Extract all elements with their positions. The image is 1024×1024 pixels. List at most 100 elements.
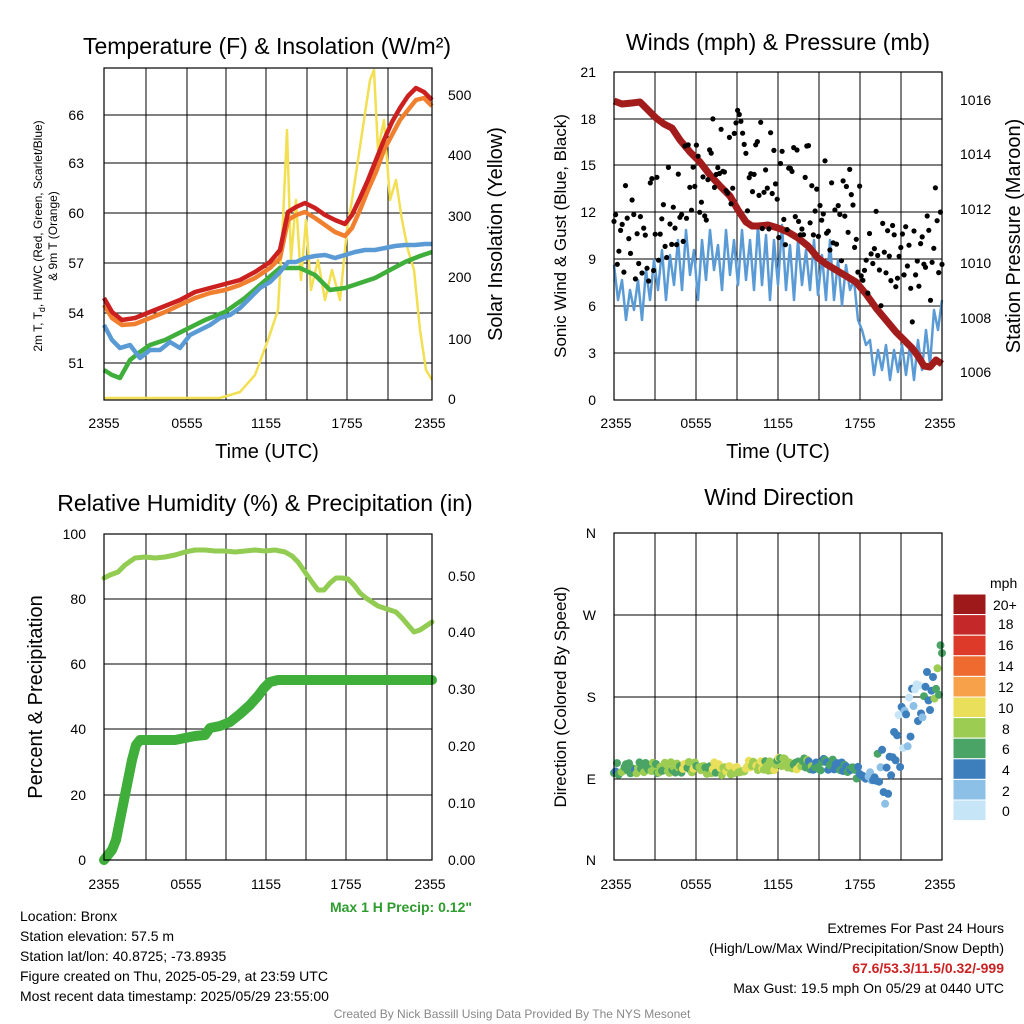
direction-point bbox=[924, 696, 933, 705]
gust-point bbox=[852, 244, 858, 250]
direction-point bbox=[923, 668, 931, 676]
direction-point bbox=[854, 762, 863, 771]
legend-swatch bbox=[952, 655, 987, 677]
humidity-yticks-right: 0.00 0.10 0.20 0.30 0.40 0.50 bbox=[448, 568, 475, 868]
tick-label: 60 bbox=[70, 656, 86, 672]
gust-point bbox=[781, 216, 787, 222]
gust-point bbox=[835, 203, 841, 209]
gust-point bbox=[886, 253, 892, 259]
direction-point bbox=[909, 702, 918, 710]
gust-point bbox=[840, 178, 846, 184]
gust-point bbox=[710, 116, 716, 122]
tick-label: 500 bbox=[448, 87, 472, 103]
tick-label: 1755 bbox=[844, 876, 875, 892]
solar-insolation-line bbox=[104, 68, 434, 400]
direction-point bbox=[884, 789, 893, 798]
temp-9m-line bbox=[102, 95, 434, 328]
legend-swatches bbox=[952, 593, 987, 822]
tick-label: 60 bbox=[68, 205, 84, 221]
tick-label: 20 bbox=[70, 787, 86, 803]
tick-label: 1014 bbox=[960, 146, 991, 162]
extremes-info: Extremes For Past 24 Hours (High/Low/Max… bbox=[709, 918, 1004, 998]
gust-point bbox=[899, 231, 906, 237]
gust-point bbox=[769, 190, 775, 197]
winds-yticks-right: 1006 1008 1010 1012 1014 1016 bbox=[960, 92, 991, 380]
winds-ylabel-right: Station Pressure (Maroon) bbox=[1003, 119, 1024, 354]
direction-point bbox=[887, 771, 896, 780]
tick-label: 0555 bbox=[170, 876, 201, 892]
gust-point bbox=[868, 251, 874, 257]
gust-point bbox=[829, 180, 835, 186]
tick-label: 300 bbox=[448, 208, 472, 224]
tick-label: 2355 bbox=[414, 415, 445, 431]
gust-point bbox=[888, 278, 894, 284]
gust-point bbox=[906, 242, 912, 248]
legend-labels: 20+ 18 16 14 12 10 8 6 4 2 0 bbox=[993, 597, 1017, 819]
gust-point bbox=[708, 150, 714, 156]
gust-point bbox=[807, 220, 813, 226]
gust-point bbox=[667, 221, 673, 227]
gust-point bbox=[901, 272, 907, 278]
gust-point bbox=[736, 111, 742, 118]
gust-point bbox=[687, 184, 693, 190]
gust-point bbox=[644, 265, 650, 271]
gust-point bbox=[741, 141, 747, 147]
gust-point bbox=[627, 250, 634, 256]
gust-point bbox=[743, 150, 749, 156]
tick-label: 0 bbox=[78, 852, 86, 868]
gust-point bbox=[679, 212, 685, 218]
max-gust: Max Gust: 19.5 mph On 05/29 at 0440 UTC bbox=[733, 980, 1004, 996]
temperature-frame bbox=[103, 67, 433, 401]
speed-legend: mph 20+ 18 16 14 12 10 8 6 4 2 0 bbox=[952, 575, 1017, 822]
direction-point bbox=[926, 706, 934, 714]
gust-point bbox=[896, 253, 902, 259]
gust-point bbox=[784, 227, 790, 233]
gust-point bbox=[632, 276, 639, 282]
winds-title: Winds (mph) & Pressure (mb) bbox=[626, 29, 930, 55]
tick-label: E bbox=[587, 771, 596, 787]
tick-label: 12 bbox=[580, 204, 596, 220]
temperature-ylabel-left-line2: & 9m T (Orange) bbox=[46, 191, 60, 281]
gust-point bbox=[845, 229, 851, 235]
direction-frame bbox=[613, 532, 943, 861]
gust-point bbox=[794, 147, 800, 153]
legend-title: mph bbox=[990, 575, 1017, 591]
tick-label: 1755 bbox=[844, 415, 875, 431]
tick-label: 2355 bbox=[924, 876, 955, 892]
gust-point bbox=[624, 215, 630, 221]
tick-label: 0.40 bbox=[448, 624, 475, 640]
gust-point bbox=[898, 244, 904, 251]
gust-point bbox=[751, 171, 757, 177]
sonic-wind-line bbox=[612, 223, 944, 382]
tick-label: 1155 bbox=[251, 876, 281, 892]
station-location: Location: Bronx bbox=[20, 908, 118, 924]
humidity-series bbox=[99, 547, 437, 865]
gust-point bbox=[848, 192, 854, 198]
gust-point bbox=[764, 185, 770, 191]
direction-point bbox=[915, 681, 924, 690]
tick-label: 2355 bbox=[88, 876, 119, 892]
gust-point bbox=[614, 261, 620, 267]
legend-swatch bbox=[952, 799, 987, 822]
tick-label: 21 bbox=[580, 64, 596, 80]
direction-panel: Wind Direction N E S W N 2355 0555 1155 … bbox=[551, 484, 1017, 892]
station-info: Location: Bronx Station elevation: 57.5 … bbox=[20, 906, 329, 1006]
gust-point bbox=[918, 241, 924, 247]
gust-point bbox=[858, 273, 864, 279]
tick-label: 0.20 bbox=[448, 738, 475, 754]
direction-point bbox=[894, 711, 903, 719]
gust-point bbox=[733, 120, 739, 126]
gust-point bbox=[697, 209, 703, 215]
legend-swatch bbox=[952, 614, 987, 636]
direction-point bbox=[891, 756, 900, 765]
winds-xticks: 2355 0555 1155 1755 2355 bbox=[600, 415, 955, 431]
gust-point bbox=[927, 297, 934, 303]
gust-point bbox=[875, 252, 881, 259]
gust-point bbox=[749, 189, 756, 195]
direction-point bbox=[893, 731, 902, 740]
direction-point bbox=[878, 745, 887, 754]
gust-point bbox=[865, 290, 871, 296]
tick-label: 1016 bbox=[960, 92, 991, 108]
gust-point bbox=[919, 234, 925, 240]
legend-label: 8 bbox=[1002, 721, 1010, 737]
